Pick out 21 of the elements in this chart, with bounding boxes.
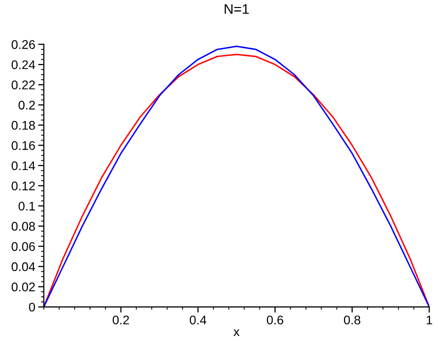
y-tick-label: 0.22	[12, 80, 35, 90]
y-tick-label: 0.2	[18, 100, 35, 110]
y-tick-label: 0.18	[12, 120, 35, 130]
y-tick-label: 0.02	[12, 282, 35, 292]
y-tick-label: 0.06	[12, 242, 35, 251]
y-tick-label: 0.14	[12, 161, 36, 170]
x-tick-label: 0.2	[112, 316, 129, 324]
y-tick-label: 0	[29, 302, 35, 312]
y-tick-label: 0.26	[12, 40, 35, 49]
x-tick-label: 0.8	[344, 316, 360, 324]
x-tick-label: 0.4	[190, 316, 206, 324]
y-tick-label: 0.04	[12, 262, 36, 272]
y-tick-label: 0.12	[12, 182, 35, 190]
x-axis-title: x	[234, 329, 240, 336]
y-tick-label: 0.08	[12, 222, 35, 231]
y-tick-label: 0.24	[12, 60, 36, 70]
y-tick-label: 0.1	[18, 202, 35, 211]
chart-title: N=1	[224, 4, 249, 14]
x-tick-label: 0.6	[266, 316, 284, 324]
y-tick-label: 0.16	[12, 141, 35, 150]
x-tick-label: 1	[426, 316, 432, 324]
